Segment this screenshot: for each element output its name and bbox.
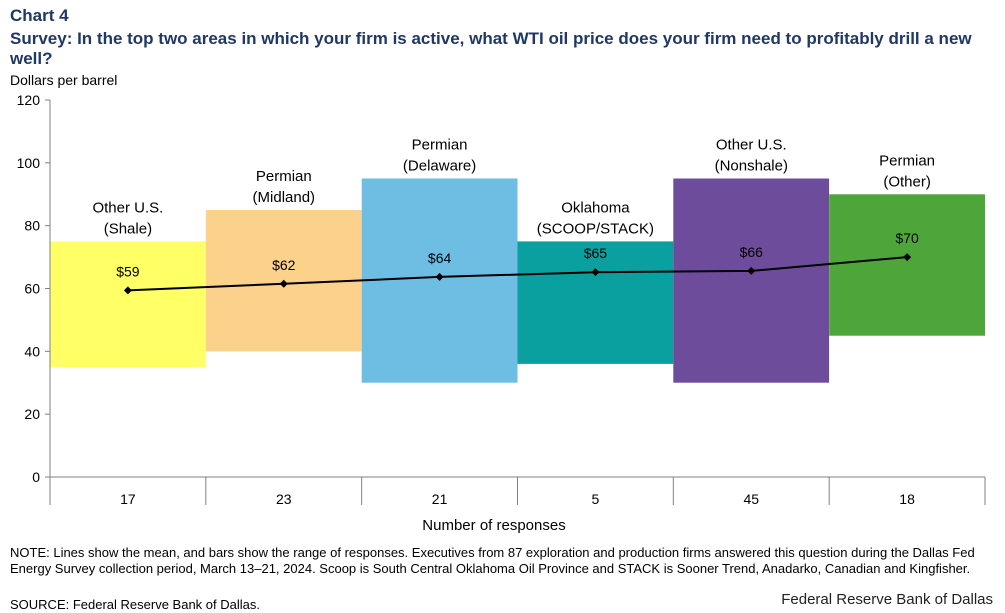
category-label-line1: Permian (412, 137, 468, 154)
mean-line: $59 $62 $64 $65 $66 $70 (116, 230, 919, 295)
mean-point (591, 268, 600, 277)
x-tick-label: 21 (432, 491, 448, 507)
range-bars (50, 178, 985, 383)
category-label-line2: (Delaware) (403, 158, 476, 175)
y-tick-label: 100 (17, 155, 41, 171)
brand-credit: Federal Reserve Bank of Dallas (781, 591, 993, 608)
category-label-line1: Permian (879, 152, 935, 169)
range-bar (829, 194, 985, 336)
range-bar (673, 178, 830, 383)
x-tick-label: 18 (899, 491, 915, 507)
y-tick-label: 40 (24, 343, 40, 359)
x-tick-labels: 17 23 21 5 45 18 (120, 491, 915, 507)
category-label-line2: (Shale) (104, 220, 152, 237)
x-tick-label: 23 (276, 491, 292, 507)
mean-data-label: $70 (895, 230, 919, 246)
chart-area: 0 20 40 60 80 100 120 Other U.S. (Shale) Permian… (17, 92, 986, 534)
category-label-line2: (Midland) (253, 189, 316, 206)
category-labels: Other U.S. (Shale) Permian (Midland) Permian… (92, 137, 935, 238)
x-axis-title: Number of responses (422, 517, 565, 534)
chart-source: SOURCE: Federal Reserve Bank of Dallas. (10, 597, 260, 612)
range-bar (50, 241, 206, 368)
y-tick-label: 60 (24, 281, 40, 297)
mean-series-line (127, 256, 908, 292)
mean-point (435, 272, 444, 281)
category-label-line1: Other U.S. (716, 137, 787, 154)
mean-data-label: $62 (272, 257, 296, 273)
chart-title: Survey: In the top two areas in which yo… (10, 29, 972, 68)
y-tick-label: 120 (17, 92, 41, 108)
x-tick-label: 5 (592, 491, 600, 507)
y-tick-label: 20 (24, 406, 40, 422)
mean-data-label: $65 (584, 245, 608, 261)
x-tick-label: 17 (120, 491, 136, 507)
mean-point (279, 279, 288, 288)
mean-point (903, 253, 912, 262)
chart-number: Chart 4 (10, 6, 69, 25)
range-bar (517, 241, 674, 364)
category-label-line1: Permian (256, 168, 312, 185)
category-label-line2: (SCOOP/STACK) (537, 220, 654, 237)
y-axis-label: Dollars per barrel (10, 72, 118, 88)
axes: 0 20 40 60 80 100 120 (17, 92, 986, 505)
category-label-line1: Other U.S. (92, 199, 163, 216)
mean-point (123, 286, 132, 295)
mean-data-label: $64 (428, 250, 452, 266)
chart-note: NOTE: Lines show the mean, and bars show… (10, 545, 975, 576)
mean-point (747, 266, 756, 275)
y-tick-label: 0 (32, 469, 40, 485)
mean-data-label: $59 (116, 263, 140, 279)
category-label-line1: Oklahoma (561, 199, 630, 216)
category-label-line2: (Other) (883, 173, 931, 190)
x-tick-label: 45 (744, 491, 760, 507)
category-label-line2: (Nonshale) (715, 158, 788, 175)
y-tick-label: 80 (24, 218, 40, 234)
mean-data-label: $66 (740, 244, 764, 260)
